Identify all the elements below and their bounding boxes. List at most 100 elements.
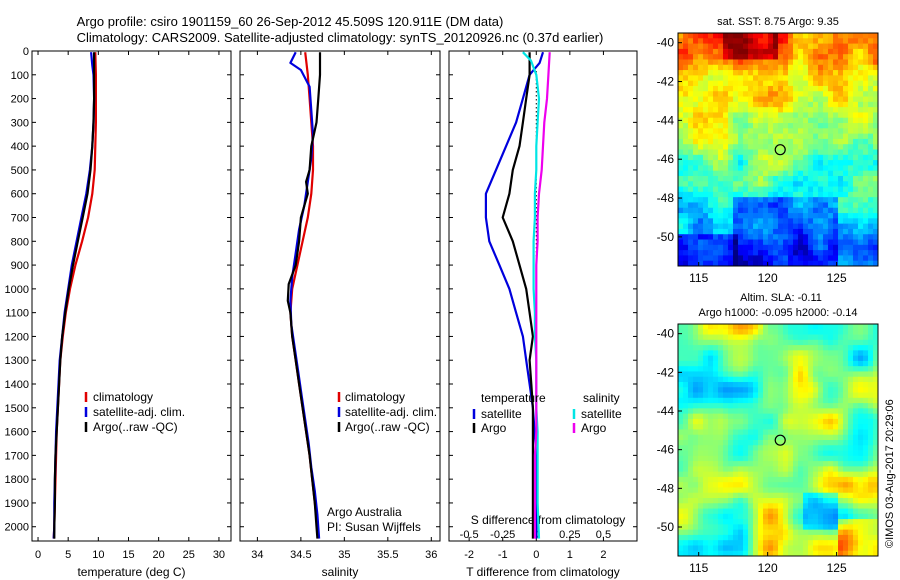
sst-map-cell (858, 75, 864, 82)
sst-map-cell (688, 144, 694, 150)
sst-map-cell (688, 197, 694, 203)
sla-map-cell (818, 550, 824, 557)
sst-map-cell (688, 133, 694, 140)
sst-map-cell (733, 38, 739, 44)
sst-map-cell (863, 54, 869, 60)
sla-map-cell (748, 466, 754, 473)
sst-map-cell (813, 154, 819, 161)
sla-map-cell (753, 513, 759, 520)
sla-map-cell (693, 413, 699, 420)
sst-map-cell (853, 244, 859, 251)
sla-map-cell (803, 513, 809, 520)
sla-map-cell (853, 466, 859, 473)
sst-map-cell (778, 59, 784, 66)
sla-map-cell (863, 429, 869, 436)
sla-map-cell (678, 339, 684, 346)
sst-map-cell (683, 165, 689, 172)
sst-map-cell (703, 91, 709, 97)
sla-map-cell (758, 540, 764, 546)
temperature-ytick-label: 700 (11, 213, 29, 225)
sst-map-cell (738, 149, 744, 156)
sst-map-cell (778, 96, 784, 103)
sla-map-cell (678, 450, 684, 457)
sst-map-cell (803, 123, 809, 129)
sst-map-cell (678, 128, 684, 135)
sla-map-cell (788, 329, 794, 335)
sst-map-cell (723, 101, 729, 108)
sla-map-cell (693, 487, 699, 494)
sla-map-cell (783, 355, 789, 362)
sst-map-cell (753, 43, 759, 50)
sst-map-cell (718, 244, 724, 251)
sst-map-cell (813, 165, 819, 172)
sla-map-cell (843, 498, 849, 504)
sst-map-cell (783, 80, 789, 87)
sst-map-cell (748, 170, 754, 177)
sla-map-cell (708, 545, 714, 552)
sst-map-cell (868, 160, 874, 166)
sst-map-cell (873, 175, 879, 182)
sst-map-cell (758, 133, 764, 140)
sla-map-cell (763, 334, 769, 341)
sla-map-cell (793, 392, 799, 399)
sst-map-cell (713, 48, 719, 55)
sst-map-cell (843, 80, 849, 87)
sla-map-cell (743, 487, 749, 494)
sla-map-cell (838, 466, 844, 473)
sla-map-cell (743, 403, 749, 409)
sla-map-cell (868, 540, 874, 546)
sst-map-cell (838, 149, 844, 156)
sla-map-cell (733, 508, 739, 515)
sst-map-cell (858, 91, 864, 97)
sst-map-cell (728, 186, 734, 193)
sst-map-cell (798, 175, 804, 182)
sst-map-cell (773, 123, 779, 129)
sla-map-cell (848, 403, 854, 409)
sst-map-cell (708, 260, 714, 267)
sst-map-cell (813, 175, 819, 182)
sla-map-cell (813, 492, 819, 499)
sst-map-cell (838, 117, 844, 124)
sst-map-cell (693, 175, 699, 182)
sst-map-cell (733, 75, 739, 82)
sla-map-cell (788, 450, 794, 457)
sst-map-cell (768, 59, 774, 66)
sst-map-cell (728, 59, 734, 66)
sst-map-cell (748, 80, 754, 87)
sla-map-cell (738, 366, 744, 372)
sla-map-cell (713, 382, 719, 388)
sst-map-cell (818, 260, 824, 267)
sst-map-cell (693, 101, 699, 108)
sla-map-cell (758, 524, 764, 531)
sla-map-cell (873, 429, 879, 436)
sst-map-cell (758, 144, 764, 150)
sst-map-cell (798, 38, 804, 44)
sst-map-cell (688, 80, 694, 87)
sla-map-cell (838, 524, 844, 531)
sst-map-cell (778, 54, 784, 60)
sst-map-cell (758, 43, 764, 50)
sst-map-cell (783, 54, 789, 60)
sst-map-cell (818, 133, 824, 140)
sst-map-cell (773, 91, 779, 97)
sla-map-cell (768, 329, 774, 335)
sst-map-cell (823, 123, 829, 129)
sst-map-cell (793, 133, 799, 140)
sst-map-cell (678, 101, 684, 108)
sla-map-cell (723, 513, 729, 520)
sst-map-cell (753, 154, 759, 161)
sla-map-cell (873, 540, 879, 546)
sst-map-cell (833, 160, 839, 166)
sla-map-cell (833, 450, 839, 457)
sla-map-cell (788, 529, 794, 536)
sla-map-cell (723, 461, 729, 467)
sst-map-cell (868, 107, 874, 113)
sla-map-cell (783, 524, 789, 531)
sst-map-cell (718, 138, 724, 145)
sst-map-cell (873, 80, 879, 87)
sla-map-cell (813, 360, 819, 367)
sla-map-cell (783, 508, 789, 515)
sla-map-cell (723, 329, 729, 335)
sla-map-cell (803, 350, 809, 357)
